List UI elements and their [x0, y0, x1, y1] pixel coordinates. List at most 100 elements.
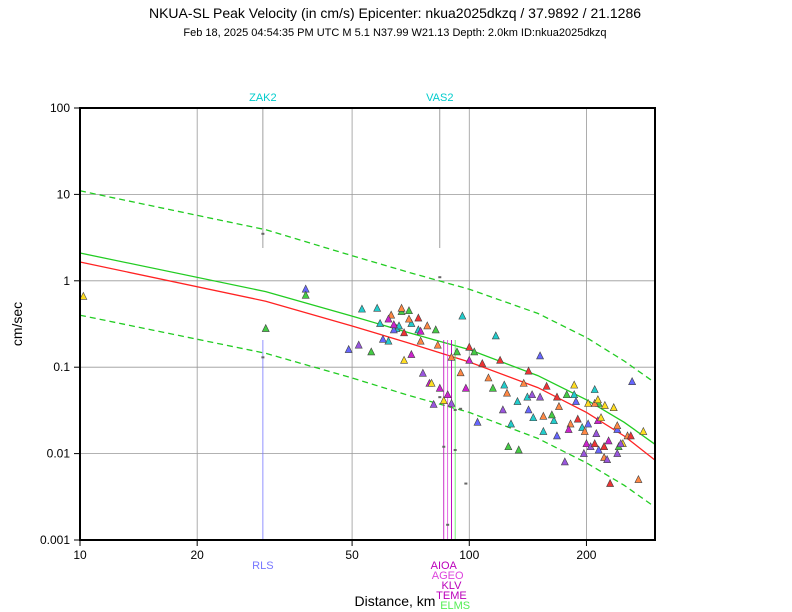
data-point	[453, 347, 461, 356]
y-tick-label: 100	[50, 101, 70, 115]
data-point	[536, 392, 545, 401]
station-label: AIOA	[431, 560, 458, 572]
station-label: AGEO	[432, 570, 464, 582]
y-tick-label: 0.01	[47, 447, 71, 461]
data-point	[438, 396, 442, 399]
data-point	[590, 439, 599, 448]
data-point	[514, 445, 523, 454]
data-point	[378, 334, 387, 343]
data-point	[470, 347, 479, 356]
data-point	[438, 276, 442, 279]
data-point	[389, 325, 398, 334]
data-point	[603, 455, 612, 463]
station-label: RLS	[252, 560, 273, 572]
data-point	[447, 398, 456, 407]
data-point	[539, 426, 548, 435]
data-point	[570, 390, 579, 399]
data-point	[433, 340, 442, 349]
data-point	[442, 445, 446, 448]
data-point	[609, 403, 618, 411]
data-point	[606, 478, 615, 487]
x-tick-label: 20	[191, 548, 205, 562]
data-point	[570, 380, 579, 389]
data-point	[491, 331, 500, 340]
x-axis-label: Distance, km	[355, 593, 436, 609]
data-point	[580, 426, 589, 435]
station-label: ELMS	[440, 600, 470, 612]
data-point	[552, 392, 561, 401]
data-point	[582, 439, 591, 448]
data-point	[376, 318, 385, 327]
data-point	[443, 390, 452, 399]
data-point	[354, 340, 363, 349]
chart-subtitle: Feb 18, 2025 04:54:35 PM UTC M 5.1 N37.9…	[183, 27, 606, 39]
station-label: ZAK2	[249, 92, 277, 104]
grid-lines	[79, 107, 655, 541]
station-label: KLV	[441, 580, 462, 592]
data-point	[600, 442, 609, 451]
data-point	[634, 474, 643, 483]
data-point	[465, 342, 474, 351]
x-tick-label: 200	[576, 548, 596, 562]
data-point	[593, 395, 602, 404]
data-point	[79, 291, 88, 300]
data-point	[573, 414, 582, 423]
data-point	[423, 321, 432, 330]
data-point	[539, 411, 548, 420]
data-point	[613, 448, 622, 457]
data-point	[407, 318, 416, 327]
data-point	[389, 320, 398, 329]
data-point	[488, 383, 497, 392]
data-point	[367, 347, 376, 356]
data-point	[439, 395, 448, 404]
data-point	[456, 368, 465, 377]
data-point	[261, 356, 265, 359]
data-point	[459, 407, 463, 410]
plot-frame	[79, 107, 656, 541]
data-point	[407, 349, 416, 358]
data-point	[616, 439, 625, 448]
data-point	[498, 405, 507, 414]
y-axis-label: cm/sec	[9, 302, 25, 346]
data-point	[418, 368, 427, 377]
curve-prediction-lower	[79, 314, 656, 508]
data-point	[566, 419, 575, 428]
data-point	[414, 313, 423, 322]
data-point	[639, 426, 648, 435]
data-point	[458, 311, 467, 320]
data-point	[453, 449, 457, 452]
data-point	[503, 388, 511, 397]
data-point	[628, 377, 637, 385]
station-label: TEME	[436, 590, 467, 602]
data-point	[613, 421, 622, 430]
x-tick-label: 50	[345, 548, 359, 562]
curve-prediction-upper	[79, 190, 656, 384]
y-tick-label: 1	[63, 274, 70, 288]
data-point	[416, 336, 425, 345]
data-point	[453, 408, 457, 411]
data-point	[301, 290, 310, 299]
data-point	[400, 355, 409, 364]
data-point	[447, 352, 456, 361]
data-point	[404, 306, 413, 315]
x-tick-label: 100	[459, 548, 479, 562]
data-point	[431, 325, 440, 334]
data-point	[572, 396, 580, 405]
data-point	[416, 326, 425, 335]
data-points	[79, 232, 648, 526]
data-point	[552, 431, 561, 440]
y-tick-label: 0.001	[40, 533, 70, 547]
data-point	[478, 358, 487, 367]
chart-title: NKUA-SL Peak Velocity (in cm/s) Epicente…	[149, 5, 641, 21]
data-point	[579, 448, 588, 457]
data-point	[404, 314, 413, 323]
data-point	[446, 523, 450, 526]
data-point	[397, 303, 406, 312]
data-point	[584, 398, 593, 407]
data-point	[524, 405, 533, 414]
data-point	[473, 417, 482, 426]
data-point	[500, 380, 509, 389]
data-point	[528, 390, 537, 399]
